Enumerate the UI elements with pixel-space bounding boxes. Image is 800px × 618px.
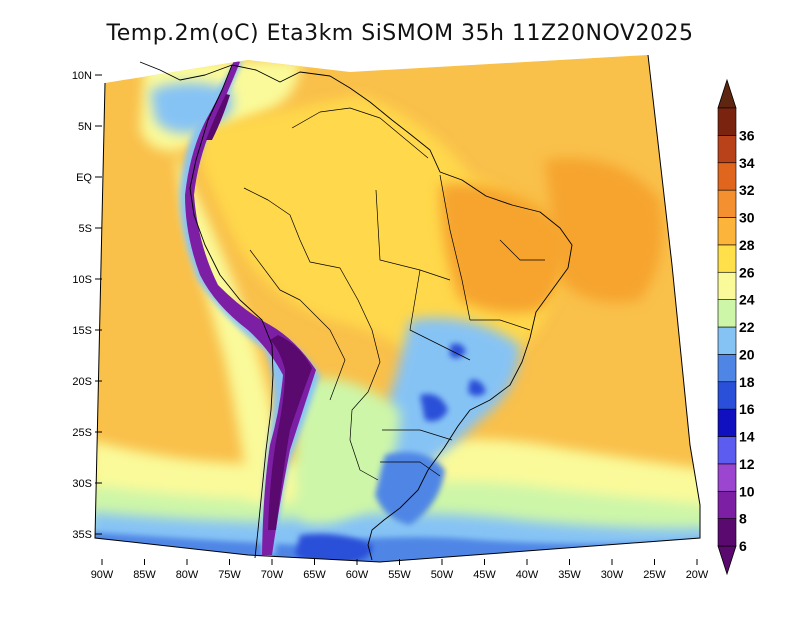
lon-tick-label: 25W (643, 569, 666, 581)
colorbar-swatch (717, 244, 737, 273)
colorbar-swatch (717, 463, 737, 492)
colorbar-swatch (717, 518, 737, 547)
colorbar-label: 20 (739, 346, 755, 362)
field-andes-coldest (206, 94, 312, 530)
lat-tick-label: 15S (72, 325, 92, 337)
colorbar-swatch (717, 326, 737, 355)
lon-tick-label: 20W (686, 569, 709, 581)
colorbar-under-triangle (717, 545, 737, 576)
lon-tick-label: 60W (346, 569, 369, 581)
colorbar-label: 14 (739, 429, 755, 445)
map-axes: 10N 5N EQ 5S 10S 15S 20S 25S 30S 35S 90W 85W 80W 75W 7… (72, 70, 709, 581)
field-patagonia-cold (295, 533, 373, 562)
temperature-field (95, 55, 700, 562)
colorbar-over-triangle (717, 78, 737, 109)
lon-tick-label: 30W (601, 569, 624, 581)
colorbar-label: 24 (739, 292, 755, 308)
colorbar-swatch (717, 490, 737, 519)
lon-tick-label: 35W (558, 569, 581, 581)
colorbar-label: 32 (739, 182, 755, 198)
map-frame (94, 54, 701, 563)
colorbar-label: 30 (739, 210, 755, 226)
political-borders (139, 61, 573, 561)
lat-tick-label: 20S (72, 376, 92, 388)
field-cooler-southeast (370, 317, 520, 480)
colorbar-swatch (717, 381, 737, 410)
border-brazil (243, 107, 429, 481)
lat-tick-label: 5N (78, 121, 92, 133)
map-title: Temp.2m(oC) Eta3km SiSMOM 35h 11Z20NOV20… (106, 21, 694, 46)
colorbar-swatch (717, 299, 737, 328)
lon-tick-label: 80W (176, 569, 199, 581)
lon-tick-label: 50W (431, 569, 454, 581)
colorbar-label: 26 (739, 264, 755, 280)
field-mild-west (175, 150, 290, 500)
colorbar-label: 22 (739, 319, 755, 335)
lat-tick-label: 30S (72, 478, 92, 490)
colorbar-swatch (717, 107, 737, 136)
lon-tick-label: 40W (516, 569, 539, 581)
lat-tick-label: 25S (72, 427, 92, 439)
colorbar-label: 18 (739, 374, 755, 390)
lat-tick-label: 10N (72, 70, 92, 82)
colorbar-label: 6 (739, 538, 747, 554)
border-states (249, 174, 545, 477)
colorbar-label: 10 (739, 483, 755, 499)
colorbar-label: 8 (739, 511, 747, 527)
colorbar: 6 8 10 12 14 16 18 20 22 24 26 28 30 32 34 36 (717, 78, 755, 576)
lat-tick-label: EQ (76, 172, 92, 184)
colorbar-swatch (717, 408, 737, 437)
colorbar-swatch (717, 162, 737, 191)
colorbar-label: 36 (739, 127, 755, 143)
lat-tick-label: 35S (72, 529, 92, 541)
lon-tick-label: 85W (133, 569, 156, 581)
field-hot-east-ocean (545, 158, 663, 303)
colorbar-swatch (717, 436, 737, 465)
colorbar-label: 12 (739, 456, 755, 472)
colorbar-label: 34 (739, 155, 755, 171)
colorbar-swatch (717, 217, 737, 246)
lon-tick-label: 70W (261, 569, 284, 581)
lat-tick-label: 10S (72, 274, 92, 286)
colorbar-label: 28 (739, 237, 755, 253)
colorbar-label: 16 (739, 401, 755, 417)
lon-tick-label: 45W (473, 569, 496, 581)
field-cool-chaco (295, 378, 400, 524)
colorbar-swatch (717, 271, 737, 300)
lon-tick-label: 90W (91, 569, 114, 581)
lon-tick-label: 65W (303, 569, 326, 581)
lon-tick-label: 75W (218, 569, 241, 581)
field-colder-spots (420, 343, 486, 422)
colorbar-swatch (717, 135, 737, 164)
coastline-pacific (189, 64, 274, 559)
field-hot-northeast (440, 183, 570, 314)
coastline-south-america (139, 61, 573, 561)
lat-tick-label: 5S (79, 223, 92, 235)
colorbar-swatch (717, 189, 737, 218)
lon-tick-label: 55W (388, 569, 411, 581)
colorbar-swatch (717, 354, 737, 383)
